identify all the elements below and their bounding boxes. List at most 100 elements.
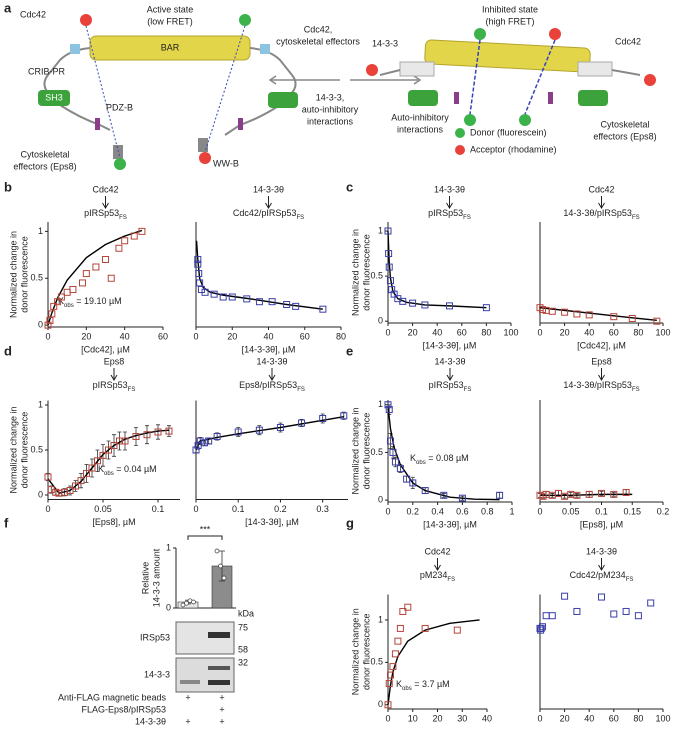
subscript: FS (297, 387, 305, 393)
x-tick-label: 0.05 (94, 504, 112, 514)
data-point (99, 451, 107, 459)
fret-line (524, 39, 556, 115)
x-tick-label: 100 (503, 327, 518, 337)
data-point (255, 298, 263, 306)
data-point (79, 279, 86, 287)
x-tick-label: 20 (560, 327, 570, 337)
x-tick-label: 0 (45, 331, 50, 341)
data-point (538, 305, 546, 313)
fit-line (387, 406, 500, 501)
y-tick-label: 0 (38, 320, 43, 330)
data-point (154, 428, 162, 436)
header: Cdc42 (92, 184, 118, 194)
data-point (396, 624, 404, 632)
table-cell: + (185, 692, 190, 702)
data-point (585, 490, 593, 498)
panel-label: e (346, 343, 353, 358)
fluorophore (644, 74, 656, 86)
data-point (54, 298, 62, 306)
x-tick-label: 60 (457, 327, 467, 337)
data-point (132, 433, 140, 440)
significance: *** (200, 524, 211, 534)
error-bar (299, 419, 304, 427)
panel-label: d (4, 343, 12, 358)
x-tick-label: 40 (482, 713, 492, 723)
table-cell: + (219, 692, 224, 702)
y-tick-label: 1 (378, 399, 383, 409)
arrowhead (265, 202, 272, 209)
text-part: Cdc42/pM234 (570, 570, 626, 580)
text-part: pIRSp53 (428, 208, 463, 218)
crib-pr (260, 44, 270, 54)
data-point (213, 433, 221, 440)
diagram-label: 14-3-3 (372, 38, 398, 48)
error-bar (167, 425, 171, 437)
subscript: obs (402, 686, 412, 692)
data-point (391, 458, 399, 466)
data-point (389, 663, 397, 671)
data-point (319, 415, 327, 422)
blot-band (208, 680, 230, 685)
panel-label: c (346, 179, 353, 194)
row-label: Anti-FLAG magnetic beads (58, 692, 167, 702)
y-tick-label: 0.5 (370, 270, 383, 280)
data-point (628, 314, 636, 322)
x-tick-label: 60 (158, 331, 168, 341)
data-point (105, 446, 112, 454)
x-axis-label: [Eps8], µM (580, 519, 623, 529)
arrowhead (598, 564, 605, 571)
x-tick-label: 0.2 (274, 504, 287, 514)
text-part: = 19.10 µM (74, 296, 122, 306)
fluorophore (114, 158, 126, 170)
subplot-title: pIRSp53FS (84, 208, 127, 220)
data-point (115, 244, 123, 252)
kda-label: 75 (238, 622, 248, 632)
y-axis-label: donor fluorescence (361, 613, 371, 690)
diagram-label: Inhibited state (482, 4, 538, 14)
subscript: obs (416, 460, 426, 466)
linker (379, 69, 641, 76)
y-tick-label: 0 (378, 316, 383, 326)
data-point (537, 624, 545, 632)
x-tick-label: 40 (432, 327, 442, 337)
arrowhead (446, 374, 454, 381)
data-point (610, 490, 618, 498)
fret-line (85, 25, 121, 159)
diagram-label: WW-B (213, 158, 239, 168)
data-point (219, 293, 227, 301)
y-axis-label: Normalized change in (8, 406, 18, 493)
error-bar (215, 432, 220, 441)
kda-label: 32 (238, 657, 248, 667)
x-tick-label: 0 (385, 713, 390, 723)
y-tick-label: 0 (38, 489, 43, 499)
data-point (610, 313, 618, 321)
data-point (622, 607, 630, 615)
data-point (234, 428, 242, 436)
data-point (77, 477, 85, 485)
data-point (421, 624, 429, 632)
error-bar (84, 464, 89, 483)
y-axis-label: Normalized change in (350, 229, 360, 316)
data-point (453, 626, 461, 634)
diagram-label: interactions (307, 116, 354, 126)
fret-line (469, 39, 481, 115)
diagram-label: BAR (161, 42, 180, 52)
diagram-label: Donor (fluorescein) (470, 127, 547, 137)
y-tick-label: 0 (166, 602, 171, 612)
data-point (421, 487, 429, 495)
data-point (340, 412, 348, 420)
x-axis-label: [Cdc42], µM (577, 340, 626, 350)
text-part: = 0.08 µM (426, 453, 469, 463)
data-point (195, 270, 203, 278)
data-point (385, 250, 393, 258)
x-tick-label: 0 (385, 506, 390, 516)
data-point (201, 288, 209, 296)
x-tick-label: 0.1 (232, 504, 245, 514)
subscript: obs (64, 303, 74, 309)
fit-line (195, 240, 323, 310)
annotation: Kobs = 0.04 µM (98, 464, 157, 476)
data-point (634, 612, 642, 620)
header: 14-3-3θ (586, 546, 617, 556)
table-cell: + (219, 716, 224, 726)
data-point (384, 401, 392, 409)
